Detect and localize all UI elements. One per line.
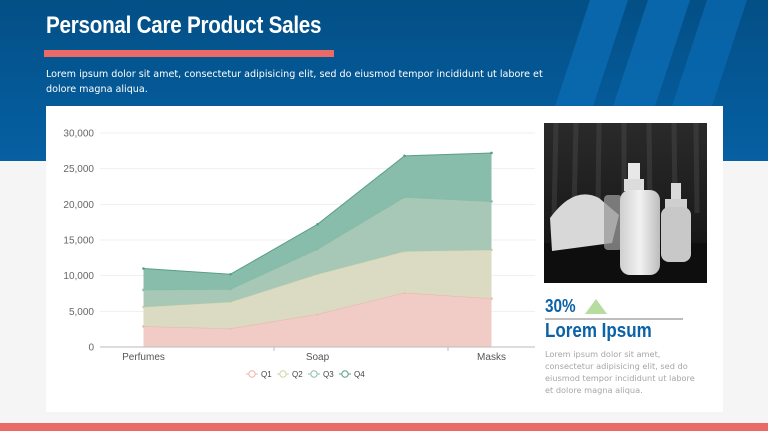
y-tick-label: 15,000 [63,236,94,247]
up-triangle-icon [585,299,607,314]
stat-heading: Lorem Ipsum [545,320,652,342]
data-point[interactable] [490,151,493,155]
legend-item-q4[interactable]: Q4 [339,370,365,379]
legend-marker-icon [310,370,318,378]
data-point[interactable] [229,272,232,276]
area-q4[interactable] [143,152,492,290]
data-point[interactable] [316,223,319,226]
stat-divider [545,318,683,320]
legend-item-q2[interactable]: Q2 [277,370,303,379]
legend-item-q1[interactable]: Q1 [246,370,272,379]
title-underline-accent [44,50,334,57]
page-subtitle: Lorem ipsum dolor sit amet, consectetur … [46,69,543,95]
x-tick-label: Soap [306,352,330,363]
svg-text:Q2: Q2 [292,370,303,379]
stat-percentage: 30% [545,296,576,316]
x-tick-label: Perfumes [122,352,165,363]
area-q1[interactable] [143,292,492,347]
y-tick-label: 20,000 [63,200,94,211]
y-tick-label: 25,000 [63,164,94,175]
data-point[interactable] [403,154,406,158]
y-tick-label: 30,000 [63,129,94,140]
product-bottles-photo [544,123,707,283]
x-tick-label: Masks [477,352,506,363]
svg-text:Q1: Q1 [261,370,272,379]
area-q3[interactable] [143,197,492,308]
svg-text:Q3: Q3 [323,370,334,379]
area-q2[interactable] [143,249,492,329]
stat-description: Lorem ipsum dolor sit amet, consectetur … [545,349,695,395]
y-tick-label: 0 [88,343,94,354]
stacked-area-chart: 0 5,000 10,000 15,000 20,000 25,000 30,000 Perf… [63,129,535,379]
legend-marker-icon [279,370,287,378]
data-point[interactable] [142,267,145,270]
page-title: Personal Care Product Sales [46,12,322,39]
y-tick-label: 5,000 [69,307,94,318]
stat-row: 30% [545,296,607,317]
bottom-accent-bar [0,423,768,431]
svg-text:Q4: Q4 [354,370,365,379]
legend-marker-icon [341,370,349,378]
legend-marker-icon [248,370,256,378]
photo-illustration [544,123,707,283]
legend-item-q3[interactable]: Q3 [308,370,334,379]
y-tick-label: 10,000 [63,271,94,282]
